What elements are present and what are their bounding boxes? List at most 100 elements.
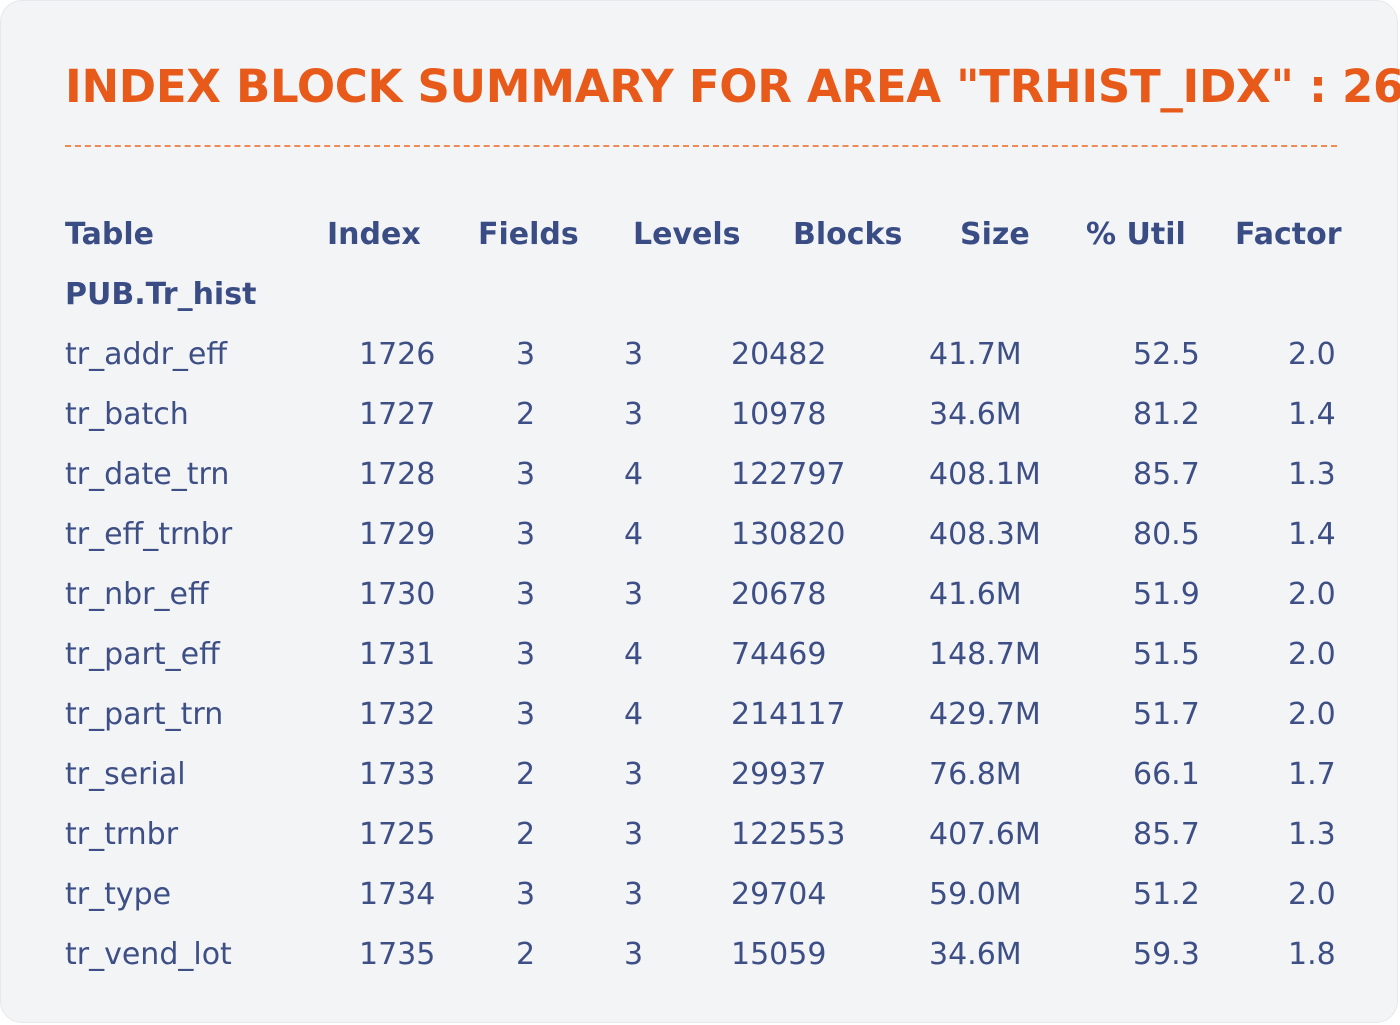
header-levels: Levels	[633, 217, 741, 252]
header-size: Size	[960, 217, 1030, 252]
cell-size: 429.7M	[929, 697, 1041, 732]
table-row: tr_date_trn 1728 3 4 122797 408.1M 85.7 …	[65, 445, 1355, 505]
cell-fields: 3	[516, 697, 536, 732]
cell-util: 59.3	[1133, 937, 1200, 972]
cell-blocks: 122797	[731, 457, 846, 492]
cell-fields: 2	[516, 817, 536, 852]
cell-fields: 3	[516, 637, 536, 672]
cell-factor: 2.0	[1288, 577, 1336, 612]
cell-levels: 3	[624, 337, 644, 372]
cell-blocks: 20678	[731, 577, 827, 612]
header-blocks: Blocks	[793, 217, 903, 252]
cell-size: 407.6M	[929, 817, 1041, 852]
cell-fields: 3	[516, 457, 536, 492]
index-summary-table: Table Index Fields Levels Blocks Size % …	[65, 205, 1355, 985]
cell-levels: 4	[624, 637, 644, 672]
table-row: tr_part_eff 1731 3 4 74469 148.7M 51.5 2…	[65, 625, 1355, 685]
cell-factor: 1.3	[1288, 817, 1336, 852]
header-index: Index	[327, 217, 421, 252]
cell-factor: 1.4	[1288, 517, 1336, 552]
cell-blocks: 10978	[731, 397, 827, 432]
cell-blocks: 74469	[731, 637, 827, 672]
cell-index: 1731	[359, 637, 436, 672]
table-row: tr_nbr_eff 1730 3 3 20678 41.6M 51.9 2.0	[65, 565, 1355, 625]
cell-table-name: tr_part_eff	[65, 637, 220, 672]
cell-table-name: tr_nbr_eff	[65, 577, 209, 612]
cell-index: 1725	[359, 817, 436, 852]
table-row: tr_eff_trnbr 1729 3 4 130820 408.3M 80.5…	[65, 505, 1355, 565]
header-table: Table	[65, 217, 154, 252]
table-header-row: Table Index Fields Levels Blocks Size % …	[65, 205, 1355, 265]
cell-util: 51.2	[1133, 877, 1200, 912]
cell-fields: 3	[516, 577, 536, 612]
cell-factor: 2.0	[1288, 637, 1336, 672]
cell-blocks: 29937	[731, 757, 827, 792]
cell-util: 85.7	[1133, 817, 1200, 852]
table-row: tr_type 1734 3 3 29704 59.0M 51.2 2.0	[65, 865, 1355, 925]
cell-size: 59.0M	[929, 877, 1022, 912]
cell-levels: 4	[624, 697, 644, 732]
cell-index: 1730	[359, 577, 436, 612]
cell-util: 51.7	[1133, 697, 1200, 732]
cell-index: 1734	[359, 877, 436, 912]
page-title: INDEX BLOCK SUMMARY FOR AREA "TRHIST_IDX…	[65, 60, 1400, 113]
cell-index: 1728	[359, 457, 436, 492]
table-row: tr_batch 1727 2 3 10978 34.6M 81.2 1.4	[65, 385, 1355, 445]
cell-index: 1726	[359, 337, 436, 372]
table-row: tr_addr_eff 1726 3 3 20482 41.7M 52.5 2.…	[65, 325, 1355, 385]
cell-table-name: tr_part_trn	[65, 697, 224, 732]
cell-util: 51.9	[1133, 577, 1200, 612]
cell-levels: 3	[624, 877, 644, 912]
cell-levels: 4	[624, 457, 644, 492]
table-row: tr_vend_lot 1735 2 3 15059 34.6M 59.3 1.…	[65, 925, 1355, 985]
cell-fields: 2	[516, 937, 536, 972]
cell-util: 51.5	[1133, 637, 1200, 672]
cell-blocks: 214117	[731, 697, 846, 732]
cell-factor: 1.8	[1288, 937, 1336, 972]
cell-factor: 2.0	[1288, 337, 1336, 372]
cell-size: 41.6M	[929, 577, 1022, 612]
cell-size: 408.1M	[929, 457, 1041, 492]
cell-index: 1732	[359, 697, 436, 732]
cell-levels: 4	[624, 517, 644, 552]
cell-size: 41.7M	[929, 337, 1022, 372]
cell-size: 148.7M	[929, 637, 1041, 672]
cell-table-name: tr_addr_eff	[65, 337, 228, 372]
cell-size: 34.6M	[929, 937, 1022, 972]
table-row: tr_serial 1733 2 3 29937 76.8M 66.1 1.7	[65, 745, 1355, 805]
cell-blocks: 122553	[731, 817, 846, 852]
cell-levels: 3	[624, 577, 644, 612]
table-body: tr_addr_eff 1726 3 3 20482 41.7M 52.5 2.…	[65, 325, 1355, 985]
cell-blocks: 20482	[731, 337, 827, 372]
cell-factor: 2.0	[1288, 697, 1336, 732]
cell-factor: 1.4	[1288, 397, 1336, 432]
cell-size: 408.3M	[929, 517, 1041, 552]
cell-util: 52.5	[1133, 337, 1200, 372]
table-group-row: PUB.Tr_hist	[65, 265, 1355, 325]
cell-factor: 1.3	[1288, 457, 1336, 492]
cell-util: 80.5	[1133, 517, 1200, 552]
dashed-divider	[65, 145, 1337, 147]
cell-index: 1733	[359, 757, 436, 792]
cell-levels: 3	[624, 817, 644, 852]
cell-size: 34.6M	[929, 397, 1022, 432]
cell-levels: 3	[624, 397, 644, 432]
cell-table-name: tr_trnbr	[65, 817, 179, 852]
group-name: PUB.Tr_hist	[65, 277, 257, 312]
cell-table-name: tr_type	[65, 877, 172, 912]
cell-blocks: 29704	[731, 877, 827, 912]
cell-fields: 2	[516, 397, 536, 432]
cell-util: 66.1	[1133, 757, 1200, 792]
cell-levels: 3	[624, 757, 644, 792]
header-factor: Factor	[1235, 217, 1342, 252]
cell-levels: 3	[624, 937, 644, 972]
cell-factor: 2.0	[1288, 877, 1336, 912]
cell-factor: 1.7	[1288, 757, 1336, 792]
cell-size: 76.8M	[929, 757, 1022, 792]
cell-index: 1727	[359, 397, 436, 432]
cell-fields: 3	[516, 517, 536, 552]
header-fields: Fields	[478, 217, 579, 252]
cell-fields: 3	[516, 337, 536, 372]
cell-fields: 2	[516, 757, 536, 792]
table-row: tr_trnbr 1725 2 3 122553 407.6M 85.7 1.3	[65, 805, 1355, 865]
